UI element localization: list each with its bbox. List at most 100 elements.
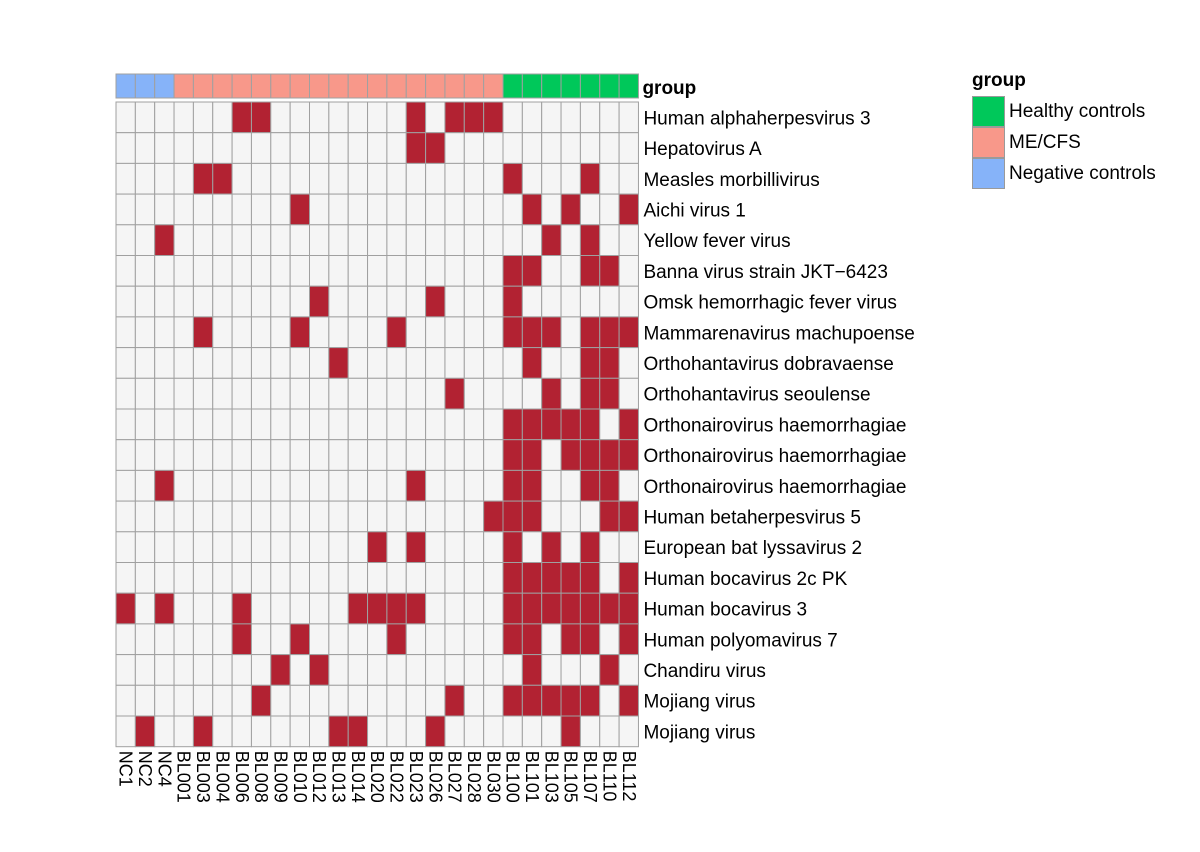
heatmap-cell — [231, 162, 252, 195]
heatmap-cell — [134, 500, 156, 533]
annotation-cell — [328, 73, 349, 99]
heatmap-cell — [502, 132, 523, 164]
heatmap-cell — [599, 101, 620, 134]
heatmap-cell — [347, 531, 369, 563]
heatmap-cell — [425, 316, 446, 349]
heatmap-cell — [250, 500, 272, 533]
heatmap-cell — [192, 715, 214, 748]
heatmap-cell — [115, 347, 136, 379]
heatmap-cell — [231, 715, 252, 748]
heatmap-cell — [173, 255, 194, 287]
heatmap-cell — [483, 592, 504, 625]
heatmap-cell — [502, 592, 523, 625]
heatmap-cell — [541, 132, 562, 164]
column-label: NC4 — [154, 751, 174, 787]
heatmap-cell — [618, 623, 639, 656]
heatmap-cell — [502, 654, 523, 686]
heatmap-cell — [618, 101, 639, 134]
heatmap-cell — [231, 439, 252, 471]
heatmap-cell — [270, 623, 291, 656]
annotation-cell — [173, 73, 194, 99]
heatmap-cell — [192, 255, 214, 287]
heatmap-cell — [289, 623, 310, 656]
heatmap-cell — [425, 162, 446, 195]
column-label: BL103 — [541, 751, 561, 803]
heatmap-cell — [405, 347, 427, 379]
heatmap-cell — [541, 101, 562, 134]
heatmap-cell — [154, 531, 175, 563]
heatmap-cell — [212, 224, 233, 257]
heatmap-cell — [134, 715, 156, 748]
heatmap-cell — [309, 193, 330, 226]
heatmap-cell — [309, 623, 330, 656]
heatmap-cell — [328, 101, 349, 134]
heatmap-cell — [483, 193, 504, 226]
heatmap-cell — [309, 101, 330, 134]
heatmap-cell — [367, 715, 388, 748]
heatmap-cell — [521, 255, 543, 287]
heatmap-cell — [579, 101, 601, 134]
heatmap-cell — [134, 255, 156, 287]
heatmap-cell — [270, 715, 291, 748]
heatmap-cell — [347, 162, 369, 195]
heatmap-cell — [115, 531, 136, 563]
heatmap-cell — [134, 162, 156, 195]
legend-swatch — [972, 127, 1005, 158]
heatmap-cell — [134, 531, 156, 563]
group-legend: group Healthy controls ME/CFS Negative con… — [972, 70, 1156, 189]
heatmap-cell — [483, 500, 504, 533]
heatmap-cell — [309, 285, 330, 318]
heatmap-cell — [154, 654, 175, 686]
heatmap-cell — [154, 684, 175, 717]
heatmap-cell — [463, 469, 485, 502]
annotation-cell — [618, 73, 639, 99]
annotation-cell — [386, 73, 407, 99]
legend-item: ME/CFS — [972, 127, 1156, 158]
legend-label: ME/CFS — [1009, 131, 1081, 153]
heatmap-cell — [231, 316, 252, 349]
heatmap-cell — [560, 715, 581, 748]
heatmap-cell — [463, 316, 485, 349]
row-label: Chandiru virus — [643, 661, 766, 682]
heatmap-cell — [250, 285, 272, 318]
heatmap-cell — [405, 500, 427, 533]
heatmap-cell — [134, 654, 156, 686]
legend-label: Negative controls — [1009, 162, 1156, 184]
heatmap-cell — [579, 500, 601, 533]
heatmap-cell — [541, 684, 562, 717]
heatmap-cell — [289, 500, 310, 533]
heatmap-cell — [250, 715, 272, 748]
heatmap-cell — [328, 255, 349, 287]
heatmap-cell — [425, 623, 446, 656]
heatmap-cell — [463, 531, 485, 563]
heatmap-cell — [502, 469, 523, 502]
heatmap-cell — [250, 654, 272, 686]
heatmap-cell — [192, 377, 214, 410]
heatmap-cell — [115, 469, 136, 502]
heatmap-cell — [405, 316, 427, 349]
heatmap-cell — [599, 162, 620, 195]
heatmap-cell — [425, 654, 446, 686]
heatmap-cell — [289, 255, 310, 287]
heatmap-cell — [541, 408, 562, 441]
heatmap-cell — [154, 500, 175, 533]
heatmap-cell — [115, 654, 136, 686]
heatmap-cell — [502, 439, 523, 471]
heatmap-cell — [309, 592, 330, 625]
heatmap-cell — [289, 316, 310, 349]
heatmap-cell — [154, 132, 175, 164]
heatmap-cell — [250, 562, 272, 594]
heatmap-cell — [347, 469, 369, 502]
heatmap-cell — [192, 162, 214, 195]
heatmap-cell — [231, 500, 252, 533]
heatmap-cell — [289, 715, 310, 748]
heatmap-cell — [618, 684, 639, 717]
heatmap-cell — [463, 684, 485, 717]
heatmap-cell — [579, 715, 601, 748]
heatmap-cell — [599, 347, 620, 379]
heatmap-cell — [405, 162, 427, 195]
heatmap-cell — [599, 469, 620, 502]
heatmap-cell — [444, 285, 465, 318]
heatmap-cell — [579, 377, 601, 410]
heatmap-cell — [347, 562, 369, 594]
